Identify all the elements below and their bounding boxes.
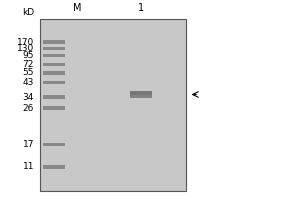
FancyBboxPatch shape	[130, 95, 152, 98]
Text: 11: 11	[22, 162, 34, 171]
Text: M: M	[73, 3, 81, 13]
FancyBboxPatch shape	[43, 71, 65, 75]
Text: 26: 26	[23, 104, 34, 113]
FancyBboxPatch shape	[43, 63, 65, 66]
FancyBboxPatch shape	[43, 40, 65, 44]
FancyBboxPatch shape	[40, 19, 186, 191]
Text: 34: 34	[23, 93, 34, 102]
Text: 17: 17	[22, 140, 34, 149]
FancyBboxPatch shape	[43, 143, 65, 146]
Text: 95: 95	[22, 51, 34, 60]
Text: kD: kD	[22, 8, 34, 17]
Text: 1: 1	[138, 3, 144, 13]
Text: 170: 170	[17, 38, 34, 47]
FancyBboxPatch shape	[43, 54, 65, 57]
FancyBboxPatch shape	[130, 91, 152, 98]
FancyBboxPatch shape	[43, 95, 65, 99]
FancyBboxPatch shape	[43, 165, 65, 169]
Text: 43: 43	[23, 78, 34, 87]
FancyBboxPatch shape	[43, 81, 65, 84]
Text: 55: 55	[22, 68, 34, 77]
Text: 130: 130	[17, 44, 34, 53]
FancyBboxPatch shape	[43, 106, 65, 110]
Text: 72: 72	[23, 60, 34, 69]
FancyBboxPatch shape	[43, 47, 65, 50]
